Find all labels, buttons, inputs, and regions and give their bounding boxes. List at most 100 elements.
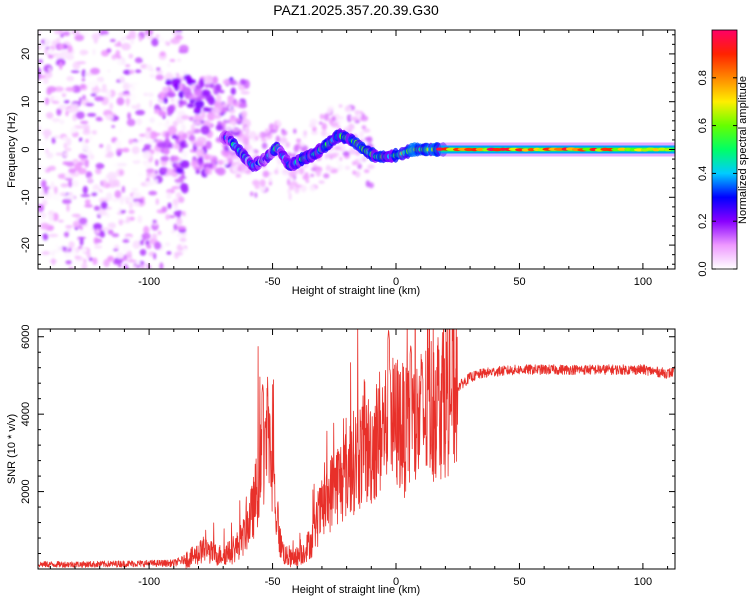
spectrogram-cell bbox=[300, 184, 307, 193]
spectrogram-cell bbox=[279, 136, 288, 144]
spectrogram-cell bbox=[40, 222, 50, 230]
spectrogram-cell bbox=[125, 97, 131, 105]
spectrogram-cell bbox=[156, 67, 161, 71]
snr-y-tick-label: 2000 bbox=[20, 479, 32, 503]
spectrogram-cell bbox=[173, 155, 179, 162]
spectrogram-cell bbox=[68, 266, 74, 269]
spectrogram-cell bbox=[362, 128, 371, 133]
spectrogram-cell bbox=[44, 138, 49, 142]
spectrogram-cell bbox=[112, 179, 120, 187]
spectrogram-cell bbox=[83, 258, 87, 264]
spectrogram-cell bbox=[174, 178, 185, 183]
spectrogram-cell bbox=[64, 177, 73, 181]
spectrogram-cell bbox=[98, 197, 109, 204]
spectrogram-cell bbox=[298, 167, 305, 175]
spectrogram-cell bbox=[326, 164, 331, 170]
spectrogram-cell bbox=[268, 176, 272, 183]
spectrogram-cell bbox=[59, 44, 65, 49]
spectrogram-cell bbox=[355, 171, 361, 178]
spectrogram-cell bbox=[44, 97, 50, 105]
spectrogram-cell bbox=[149, 99, 153, 108]
spectrogram-cell bbox=[128, 30, 136, 39]
spectrogram-cell bbox=[254, 184, 260, 190]
spectrogram-cell bbox=[203, 75, 213, 84]
spectrogram-cell bbox=[91, 80, 101, 85]
spectrogram-cell bbox=[68, 180, 73, 188]
spectrogram-cell bbox=[209, 83, 215, 89]
spectrogram-cell bbox=[346, 114, 352, 123]
spectrogram-cell bbox=[82, 154, 88, 159]
spectrogram-x-tick-label: 100 bbox=[634, 276, 652, 288]
spectrogram-cell bbox=[105, 143, 112, 153]
spectrogram-cell bbox=[142, 150, 152, 160]
spectrogram-cell bbox=[90, 93, 97, 97]
spectrogram-cell bbox=[239, 78, 246, 86]
spectrogram-cell bbox=[204, 166, 210, 176]
spectrogram-cell bbox=[109, 89, 115, 98]
spectrogram-cell bbox=[288, 183, 294, 191]
spectrogram-cell bbox=[145, 84, 151, 91]
spectrogram-cell bbox=[129, 216, 135, 221]
spectrogram-cell bbox=[166, 192, 172, 200]
spectrogram-cell bbox=[135, 69, 142, 73]
figure-title: PAZ1.2025.357.20.39.G30 bbox=[273, 2, 439, 18]
spectrogram-cell bbox=[269, 129, 278, 134]
spectrogram-cell bbox=[62, 91, 67, 95]
spectrogram-cell bbox=[151, 172, 156, 179]
spectrogram-cell bbox=[109, 222, 116, 229]
spectrogram-cell bbox=[287, 188, 291, 194]
spectrogram-cell bbox=[152, 219, 157, 224]
spectrogram-cell bbox=[305, 180, 310, 183]
spectrogram-cell bbox=[41, 179, 47, 189]
spectrogram-cell bbox=[112, 198, 120, 202]
spectrogram-center-trace bbox=[219, 128, 675, 172]
spectrogram-cell bbox=[146, 244, 152, 249]
snr-x-tick-label: 0 bbox=[393, 576, 399, 588]
spectrogram-cell bbox=[51, 252, 55, 256]
spectrogram-cell bbox=[344, 165, 351, 170]
spectrogram-cell bbox=[118, 92, 124, 97]
spectrogram-cell bbox=[153, 241, 162, 250]
spectrogram-cell bbox=[141, 55, 147, 60]
spectrogram-cell bbox=[47, 220, 57, 226]
spectrogram-cell bbox=[130, 36, 135, 45]
spectrogram-cell bbox=[115, 252, 124, 259]
snr-x-tick-label: 50 bbox=[513, 576, 525, 588]
spectrogram-cell bbox=[194, 100, 205, 109]
spectrogram-cell bbox=[175, 31, 183, 35]
spectrogram-cell bbox=[56, 108, 62, 116]
spectrogram-cell bbox=[178, 44, 189, 53]
spectrogram-cell bbox=[72, 180, 79, 188]
spectrogram-cell bbox=[66, 203, 70, 212]
spectrogram-cell bbox=[48, 213, 54, 222]
snr-ylabel: SNR (10 * v/v) bbox=[6, 414, 18, 484]
spectrogram-cell bbox=[182, 210, 186, 217]
spectrogram-cell bbox=[102, 83, 107, 90]
spectrogram-cell bbox=[194, 88, 203, 96]
spectrogram-cell bbox=[338, 104, 343, 108]
spectrogram-cell bbox=[143, 264, 148, 269]
spectrogram-cell bbox=[62, 136, 67, 141]
spectrogram-cell bbox=[82, 185, 88, 194]
spectrogram-cell bbox=[329, 153, 338, 159]
spectrogram-cell bbox=[65, 172, 69, 177]
spectrogram-cell bbox=[358, 156, 365, 163]
spectrogram-cell bbox=[131, 146, 140, 155]
spectrogram-cell bbox=[264, 128, 270, 135]
spectrogram-cell bbox=[249, 131, 257, 139]
spectrogram-cell bbox=[174, 251, 184, 256]
spectrogram-cell bbox=[119, 75, 125, 83]
spectrogram-cell bbox=[94, 96, 105, 102]
spectrogram-cell bbox=[82, 124, 90, 129]
spectrogram-cell bbox=[44, 36, 49, 46]
spectrogram-cell bbox=[147, 140, 157, 144]
spectrogram-cell bbox=[165, 79, 172, 86]
spectrogram-cell bbox=[233, 103, 238, 107]
spectrogram-cell bbox=[55, 53, 64, 60]
spectrogram-cell bbox=[161, 206, 168, 213]
spectrogram-cell bbox=[82, 94, 86, 101]
snr-y-tick-label: 6000 bbox=[20, 324, 32, 348]
spectrogram-cell bbox=[78, 97, 83, 104]
spectrogram-cell bbox=[213, 114, 222, 119]
